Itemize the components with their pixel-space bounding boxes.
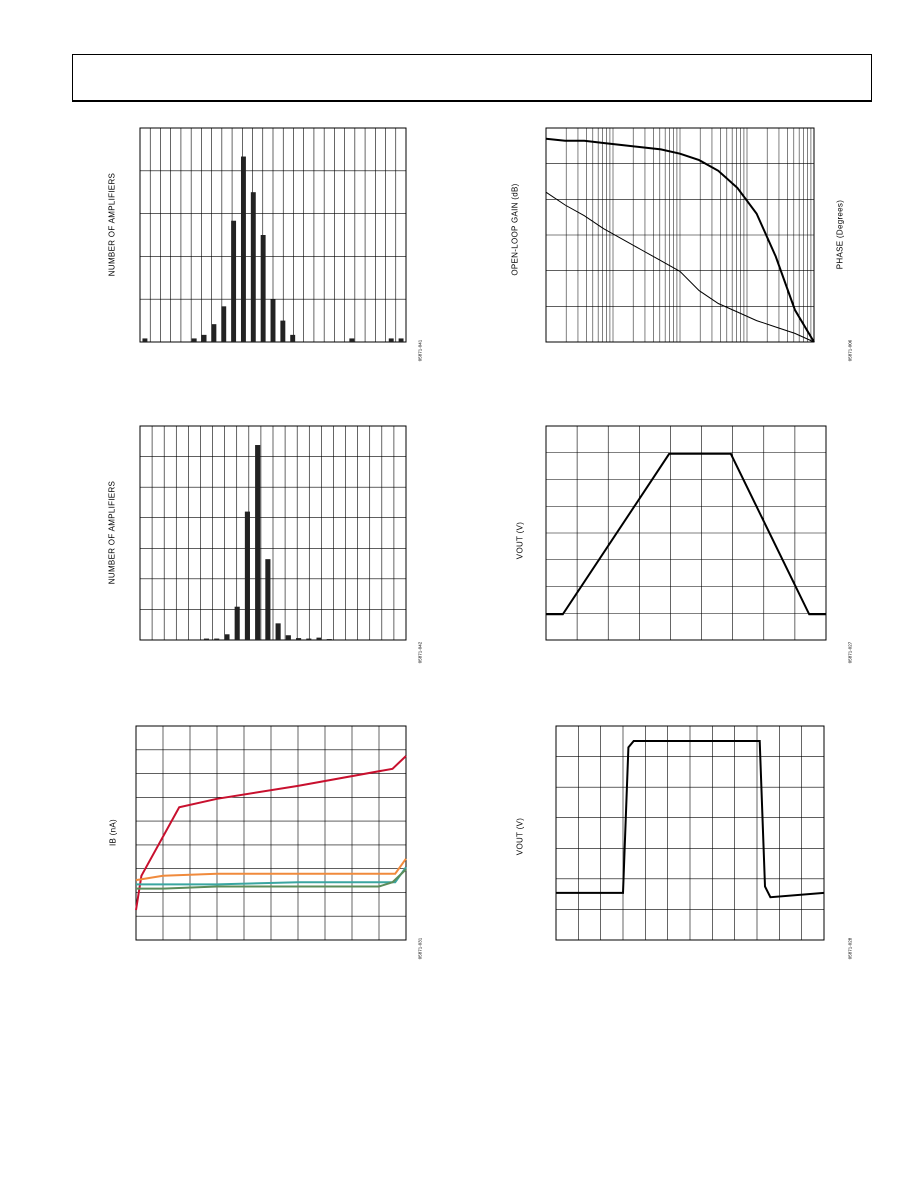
large-signal-chart: VOUT (V) 05871-027 bbox=[500, 418, 860, 678]
histogram-bar bbox=[191, 338, 197, 342]
histogram-bar bbox=[211, 324, 217, 342]
histogram-bar bbox=[290, 334, 296, 342]
figure-id: 05871-031 bbox=[417, 937, 423, 960]
histogram-bar bbox=[250, 192, 256, 342]
figure-id: 05871-006 bbox=[847, 339, 853, 362]
plot-frame bbox=[135, 725, 407, 941]
histogram-bar bbox=[234, 606, 240, 640]
plot-area bbox=[555, 725, 825, 941]
histogram-bar bbox=[280, 320, 286, 342]
data-line bbox=[545, 191, 815, 343]
data-line bbox=[136, 866, 407, 886]
plot-area bbox=[545, 127, 815, 343]
histogram-bar bbox=[244, 511, 250, 640]
histogram-bar bbox=[240, 156, 246, 342]
histogram-bar bbox=[349, 338, 355, 342]
plot-frame bbox=[555, 725, 825, 941]
page-header-box bbox=[72, 54, 872, 102]
histogram-bar bbox=[231, 220, 237, 342]
figure-id: 05871-042 bbox=[417, 641, 423, 664]
histogram-bar bbox=[142, 338, 148, 342]
histogram-bar bbox=[214, 638, 220, 640]
histogram-bar bbox=[296, 638, 302, 640]
figure-id: 05871-041 bbox=[417, 339, 423, 362]
data-line bbox=[546, 452, 826, 616]
figure-id: 05871-028 bbox=[847, 937, 853, 960]
small-signal-chart: VOUT (V) 05871-028 bbox=[500, 718, 860, 978]
histogram-bar bbox=[326, 639, 332, 640]
plot-frame bbox=[545, 425, 827, 641]
data-line bbox=[135, 755, 407, 911]
data-line bbox=[545, 137, 815, 343]
data-line bbox=[556, 740, 825, 899]
histogram-bar bbox=[221, 306, 227, 342]
histogram-bar bbox=[316, 637, 322, 640]
histogram-chart-2: NUMBER OF AMPLIFIERS 05871-042 bbox=[100, 418, 430, 678]
histogram-bar bbox=[201, 334, 207, 342]
bias-current-chart: IB (nA) 05871-031 bbox=[100, 718, 430, 978]
plot-frame bbox=[545, 127, 815, 343]
plot-area bbox=[139, 127, 407, 343]
plot-area bbox=[545, 425, 827, 641]
data-line bbox=[136, 868, 407, 890]
histogram-bar bbox=[260, 235, 266, 342]
histogram-bar bbox=[388, 338, 394, 342]
histogram-bar bbox=[203, 638, 210, 640]
histogram-bar bbox=[270, 299, 276, 342]
histogram-bar bbox=[224, 634, 230, 640]
data-line bbox=[135, 858, 407, 882]
histogram-bar bbox=[285, 635, 291, 640]
histogram-bar bbox=[306, 638, 312, 640]
histogram-chart-1: NUMBER OF AMPLIFIERS 05871-041 bbox=[100, 120, 430, 380]
figure-id: 05871-027 bbox=[847, 641, 853, 664]
open-loop-gain-chart: OPEN-LOOP GAIN (dB) PHASE (Degrees) 0587… bbox=[500, 120, 860, 380]
plot-area bbox=[135, 725, 407, 941]
histogram-bar bbox=[265, 559, 271, 640]
histogram-bar bbox=[255, 445, 261, 640]
histogram-bar bbox=[398, 338, 404, 342]
plot-frame bbox=[139, 425, 407, 641]
histogram-bar bbox=[275, 623, 281, 640]
plot-area bbox=[139, 425, 407, 641]
